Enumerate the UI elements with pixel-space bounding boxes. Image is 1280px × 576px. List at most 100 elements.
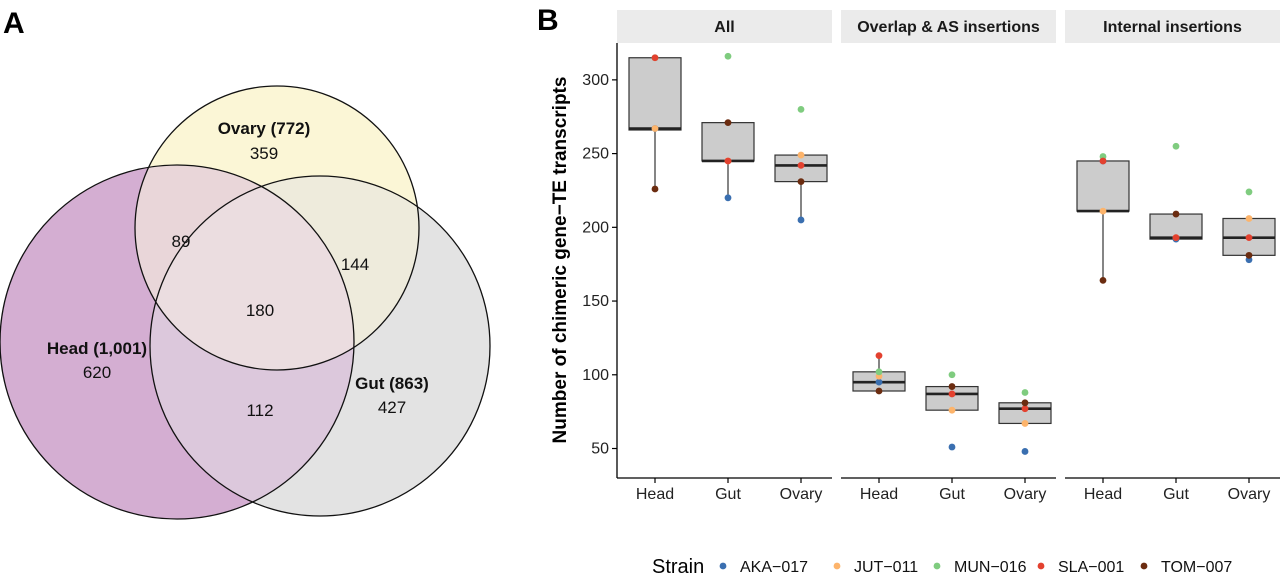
panel-b-label: B xyxy=(537,4,559,37)
facet-2: Overlap & AS insertions Head Gut Ovary xyxy=(841,10,1056,503)
y-tick-label: 200 xyxy=(582,219,609,236)
head-ovary-count: 89 xyxy=(172,232,191,251)
all-three-overlap xyxy=(150,176,354,370)
point-AKA−017 xyxy=(797,216,805,224)
point-TOM−007 xyxy=(1245,251,1253,259)
point-TOM−007 xyxy=(1021,399,1029,407)
point-SLA−001 xyxy=(1021,405,1029,413)
point-MUN−016 xyxy=(1021,389,1029,396)
point-AKA−017 xyxy=(948,443,956,451)
point-SLA−001 xyxy=(875,352,883,360)
y-tick-label: 150 xyxy=(582,293,609,310)
x-tick-label: Ovary xyxy=(780,486,823,503)
point-TOM−007 xyxy=(1172,210,1180,218)
point-TOM−007 xyxy=(797,178,805,186)
legend-swatch xyxy=(933,562,941,570)
point-TOM−007 xyxy=(875,387,883,395)
venn-outlines xyxy=(0,85,491,520)
point-TOM−007 xyxy=(948,383,956,390)
x-tick-label: Ovary xyxy=(1004,486,1047,503)
y-tick-label: 50 xyxy=(591,441,609,458)
legend-swatch xyxy=(1140,562,1148,570)
point-SLA−001 xyxy=(1245,234,1253,242)
point-MUN−016 xyxy=(1245,188,1253,196)
legend-swatch xyxy=(1037,562,1045,570)
box-head xyxy=(852,352,906,395)
legend-title: Strain xyxy=(652,556,704,576)
facets: All Head Gut Ovary Overlap & AS insertions He… xyxy=(617,10,1280,503)
point-MUN−016 xyxy=(797,105,805,113)
point-AKA−017 xyxy=(1021,448,1029,455)
box-ovary xyxy=(1222,188,1276,264)
legend-label: JUT−011 xyxy=(854,559,918,576)
gut-set-title: Gut (863) xyxy=(355,374,429,393)
point-JUT−011 xyxy=(1099,207,1107,215)
facet-title: Internal insertions xyxy=(1103,19,1242,36)
x-tick-label: Gut xyxy=(939,486,965,503)
point-TOM−007 xyxy=(1099,277,1107,284)
legend-label: TOM−007 xyxy=(1161,559,1232,576)
legend-label: MUN−016 xyxy=(954,559,1027,576)
x-tick-label: Head xyxy=(636,486,674,503)
point-SLA−001 xyxy=(1172,234,1180,242)
point-MUN−016 xyxy=(875,368,883,376)
facet-strip xyxy=(617,10,832,43)
box-head xyxy=(1076,153,1130,284)
box-ovary xyxy=(774,105,828,224)
ovary-unique-count: 359 xyxy=(250,144,278,163)
legend-swatch xyxy=(719,562,727,570)
facet-title: All xyxy=(714,19,734,36)
x-tick-label: Head xyxy=(860,486,898,503)
point-SLA−001 xyxy=(1099,157,1107,165)
point-SLA−001 xyxy=(651,54,659,62)
box-gut xyxy=(701,52,755,202)
point-SLA−001 xyxy=(724,157,732,165)
ovary-set-title: Ovary (772) xyxy=(218,119,311,138)
ovary-gut-count: 144 xyxy=(341,255,369,274)
head-unique-count: 620 xyxy=(83,363,111,382)
box-head xyxy=(628,54,682,193)
point-TOM−007 xyxy=(651,185,659,193)
box-gut xyxy=(1149,142,1203,243)
facet-strip xyxy=(1065,10,1280,43)
box-iqr xyxy=(628,57,682,131)
box-iqr xyxy=(701,122,755,162)
point-MUN−016 xyxy=(948,371,956,379)
legend-swatch xyxy=(833,562,841,570)
box-gut xyxy=(925,371,979,451)
y-tick-label: 250 xyxy=(582,146,609,163)
legend-label: SLA−001 xyxy=(1058,559,1124,576)
point-JUT−011 xyxy=(948,406,956,414)
facet-1: All Head Gut Ovary xyxy=(617,10,832,503)
y-tick-label: 300 xyxy=(582,72,609,89)
point-JUT−011 xyxy=(1021,420,1029,427)
point-JUT−011 xyxy=(1245,215,1253,222)
head-set-title: Head (1,001) xyxy=(47,339,147,358)
point-SLA−001 xyxy=(948,390,956,398)
point-MUN−016 xyxy=(1172,142,1180,150)
head-gut-count: 112 xyxy=(246,401,273,420)
point-JUT−011 xyxy=(651,125,659,132)
gut-unique-count: 427 xyxy=(378,398,406,417)
y-tick-label: 100 xyxy=(582,367,609,384)
facet-title: Overlap & AS insertions xyxy=(857,19,1040,36)
strain-legend: Strain AKA−017 JUT−011 MUN−016 SLA−001 TOM−0… xyxy=(652,556,1232,576)
boxplot-panel: B Number of chimeric gene−TE transcripts… xyxy=(537,4,1280,576)
x-tick-label: Gut xyxy=(715,486,741,503)
y-axis: 50 100 150 200 250 300 xyxy=(582,43,618,478)
y-axis-title: Number of chimeric gene−TE transcripts xyxy=(550,77,571,444)
box-ovary xyxy=(998,389,1052,455)
legend-label: AKA−017 xyxy=(740,559,808,576)
point-TOM−007 xyxy=(724,119,732,127)
point-AKA−017 xyxy=(875,378,883,386)
facet-3: Internal insertions Head Gut Ovary xyxy=(1065,10,1280,503)
panel-a-label: A xyxy=(3,7,25,40)
venn-panel: A Ovary (7 xyxy=(0,7,491,520)
point-MUN−016 xyxy=(724,52,732,60)
box-iqr xyxy=(1076,160,1130,212)
box-iqr xyxy=(925,385,979,411)
x-tick-label: Ovary xyxy=(1228,486,1271,503)
all-three-count: 180 xyxy=(246,301,274,320)
x-tick-label: Gut xyxy=(1163,486,1189,503)
